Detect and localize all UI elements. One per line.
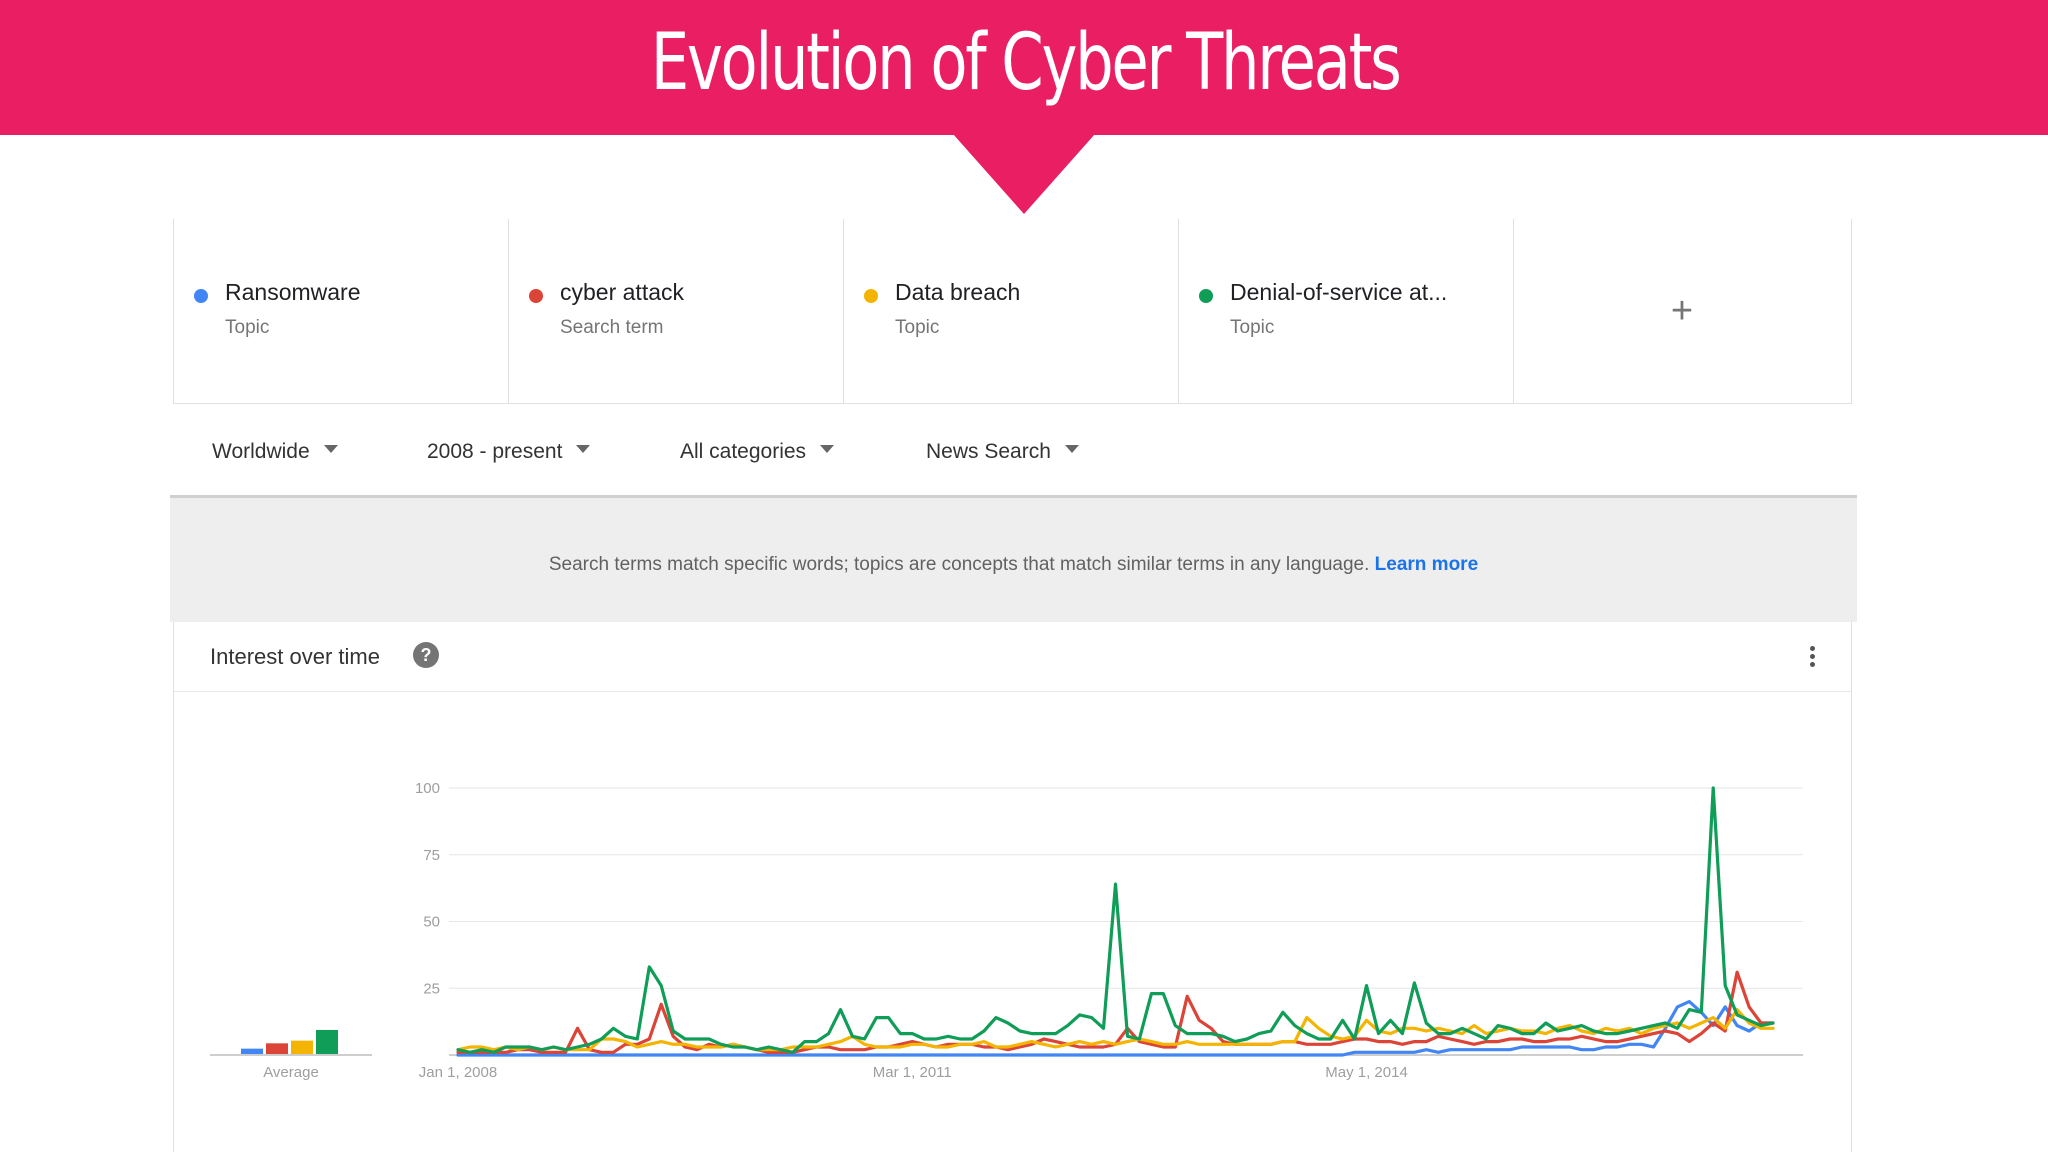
info-message: Search terms match specific words; topic… <box>548 554 1370 575</box>
caret-down-icon <box>576 445 591 454</box>
term-cyber-attack[interactable]: cyber attack Search term <box>509 219 844 403</box>
y-tick-label: 75 <box>423 847 440 864</box>
series-line <box>456 786 1775 1054</box>
series-line <box>456 1008 1775 1052</box>
card-title: Interest over time <box>210 644 380 669</box>
help-icon[interactable]: ? <box>413 642 439 668</box>
title-banner <box>0 0 2048 135</box>
term-name: cyber attack <box>560 279 684 305</box>
caret-down-icon <box>323 445 338 454</box>
term-name: Data breach <box>895 279 1021 305</box>
category-label: All categories <box>680 440 807 463</box>
term-type: Topic <box>1230 317 1275 338</box>
series-color-dot <box>194 289 208 303</box>
y-tick-label: 25 <box>423 980 440 997</box>
term-data-breach[interactable]: Data breach Topic <box>844 219 1179 403</box>
banner-pointer <box>953 134 1095 214</box>
region-dropdown[interactable]: Worldwide <box>212 440 338 464</box>
caret-down-icon <box>1064 445 1079 454</box>
series-color-dot <box>864 289 878 303</box>
info-text: Search terms match specific words; topic… <box>170 554 1857 576</box>
caret-down-icon <box>820 445 835 454</box>
period-label: 2008 - present <box>427 440 563 463</box>
interest-chart: 25 50 75 100 Jan 1, 2008 Mar 1, 2011 May 1, 20… <box>210 780 1803 1081</box>
search-type-dropdown[interactable]: News Search <box>926 440 1079 464</box>
term-ransomware[interactable]: Ransomware Topic <box>174 219 509 403</box>
term-name: Ransomware <box>225 279 361 305</box>
average-bar <box>291 1040 313 1054</box>
comparison-terms: Ransomware Topic cyber attack Search ter… <box>173 219 1852 404</box>
interest-over-time-card: Interest over time ? 25 50 75 100 Jan 1, 200… <box>173 622 1852 1152</box>
plus-icon: + <box>1670 289 1694 332</box>
average-bar <box>316 1029 338 1054</box>
series-color-dot <box>1199 289 1213 303</box>
average-label: Average <box>263 1064 319 1081</box>
filter-bar: Worldwide 2008 - present All categories … <box>170 404 1857 498</box>
period-dropdown[interactable]: 2008 - present <box>427 440 591 464</box>
term-type: Topic <box>225 317 270 338</box>
series-color-dot <box>529 289 543 303</box>
category-dropdown[interactable]: All categories <box>680 440 835 464</box>
search-type-label: News Search <box>926 440 1051 463</box>
x-tick-label: Mar 1, 2011 <box>873 1064 952 1081</box>
y-tick-label: 50 <box>423 914 440 931</box>
region-label: Worldwide <box>212 440 310 463</box>
series-line <box>456 1000 1775 1057</box>
card-header: Interest over time ? <box>174 622 1851 692</box>
average-bar <box>266 1043 288 1054</box>
y-tick-label: 100 <box>415 780 440 797</box>
term-type: Search term <box>560 317 664 338</box>
series-line <box>456 970 1775 1054</box>
term-name: Denial-of-service at... <box>1230 279 1448 305</box>
x-tick-label: Jan 1, 2008 <box>419 1064 497 1081</box>
more-options-icon[interactable] <box>1802 646 1822 672</box>
learn-more-link[interactable]: Learn more <box>1374 554 1479 575</box>
average-bar <box>241 1048 263 1054</box>
term-denial-of-service[interactable]: Denial-of-service at... Topic <box>1179 219 1514 403</box>
add-term-button[interactable]: + <box>1514 219 1850 403</box>
x-tick-label: May 1, 2014 <box>1325 1064 1408 1081</box>
info-banner: Search terms match specific words; topic… <box>170 498 1857 622</box>
term-type: Topic <box>895 317 940 338</box>
slide-title: Evolution of Cyber Threats <box>650 18 1402 108</box>
